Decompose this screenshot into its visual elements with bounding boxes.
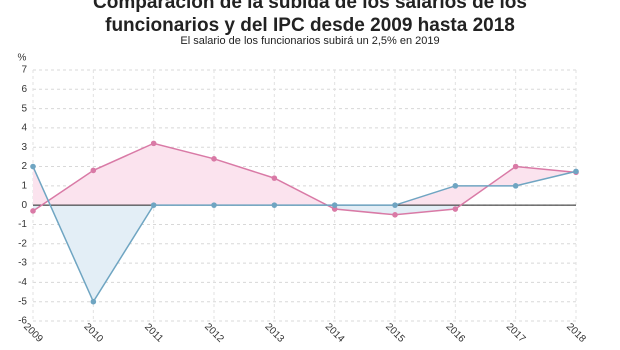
chart-title: Comparación de la subida de los salarios… [93,0,527,36]
area-fill [33,143,576,206]
series-line [32,166,577,304]
x-tick-label: 2009 [21,321,45,345]
y-tick-label: -4 [18,277,27,288]
y-tick-label: -1 [18,219,27,230]
point [150,140,157,147]
point [30,163,36,170]
y-tick-label: 7 [21,65,27,76]
x-tick-label: 2012 [202,321,226,345]
point [150,202,157,208]
point [30,208,36,214]
point [331,206,338,212]
y-tick-label: 2 [21,161,27,172]
point [271,175,278,181]
y-tick-label: -6 [18,316,27,327]
y-tick-label: 5 [21,103,27,114]
point [512,163,519,170]
point [90,298,97,305]
x-tick-label: 2010 [81,321,105,345]
y-axis-label: % [18,53,27,64]
point [573,168,579,175]
y-tick-label: -3 [18,258,27,269]
point [90,167,97,174]
point [271,202,278,208]
point [211,202,217,208]
y-tick-label: 6 [21,84,27,95]
x-tick-label: 2016 [443,321,467,345]
chart-subtitle: El salario de los funcionarios subirá un… [180,35,440,47]
y-tick-label: 0 [21,200,27,211]
x-tick-label: 2017 [504,321,528,345]
point [452,206,459,212]
y-tick-label: -2 [18,238,27,249]
x-tick-label: 2018 [564,321,588,345]
x-tick-label: 2013 [262,321,286,345]
y-tick-label: 3 [21,142,27,153]
point [211,156,217,162]
point [452,183,459,189]
x-tick-label: 2011 [142,322,165,345]
area-fill [33,205,461,302]
point [331,202,338,208]
x-tick-label: 2015 [383,321,407,345]
point [392,202,398,208]
point [512,183,519,189]
point [392,212,398,218]
series-line [32,142,577,216]
y-tick-label: -5 [18,296,27,307]
y-tick-label: 1 [21,180,27,191]
x-tick-label: 2014 [323,321,347,345]
y-tick-label: 4 [21,123,27,134]
